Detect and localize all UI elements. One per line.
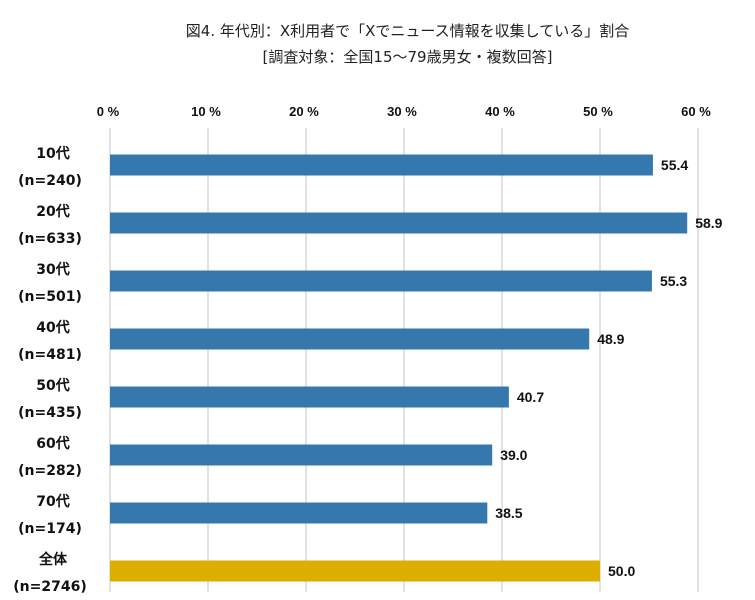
category-label: 10代 [36,145,69,162]
category-label: 40代 [36,319,69,336]
data-label: 39.0 [500,447,527,463]
data-label: 58.9 [695,215,722,231]
bar [110,444,493,466]
bar [110,386,509,408]
bar [110,212,688,234]
data-label: 55.3 [660,273,687,289]
category-n: (n=2746) [13,579,86,595]
chart-title: 図4. 年代別：X利用者で「Xでニュース情報を収集している」割合 [185,22,630,40]
data-label: 48.9 [597,331,624,347]
category-label: 30代 [36,261,69,278]
category-n: (n=435) [18,405,82,421]
category-n: (n=282) [18,463,82,479]
bar [110,154,653,176]
x-tick-label: 30 % [387,104,417,119]
category-n: (n=633) [18,231,82,247]
chart-subtitle: [調査対象：全国15～79歳男女・複数回答] [262,48,553,66]
bar [110,502,488,524]
category-n: (n=481) [18,347,82,363]
x-tick-label: 50 % [583,104,613,119]
data-label: 55.4 [661,157,688,173]
category-n: (n=174) [18,521,82,537]
category-label: 70代 [36,493,69,510]
data-label: 38.5 [495,505,522,521]
data-label: 50.0 [608,563,635,579]
category-label: 20代 [36,203,69,220]
bar [110,270,652,292]
x-tick-label: 10 % [191,104,221,119]
x-tick-label: 20 % [289,104,319,119]
category-label: 60代 [36,435,69,452]
x-tick-label: 0 % [97,104,120,119]
category-n: (n=240) [18,173,82,189]
category-n: (n=501) [18,289,82,305]
category-label: 50代 [36,377,69,394]
x-tick-label: 60 % [681,104,711,119]
x-tick-label: 40 % [485,104,515,119]
data-label: 40.7 [517,389,544,405]
category-label: 全体 [38,551,68,568]
bar [110,328,590,350]
bar [110,560,600,582]
